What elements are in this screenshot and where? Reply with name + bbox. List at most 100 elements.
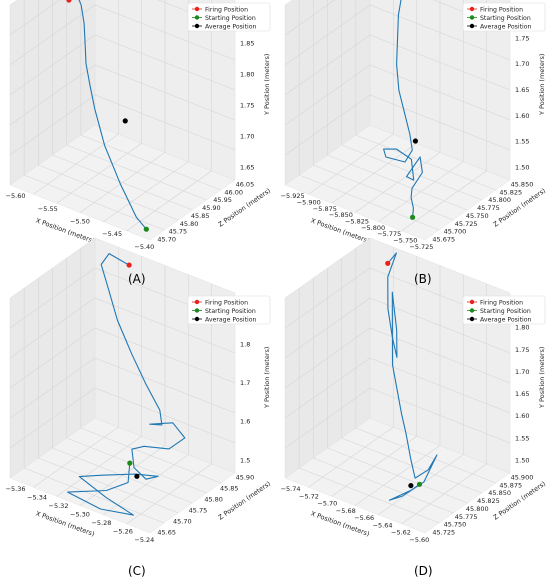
y-tick-label: 1.65 (240, 163, 254, 171)
grid-line (284, 297, 511, 359)
legend-entry: Starting Position (480, 308, 531, 315)
grid-line (284, 4, 511, 66)
grid-line (355, 134, 496, 191)
firing-position-marker (66, 0, 72, 3)
z-tick-label: 45.90 (202, 204, 221, 212)
z-tick-label: 45.80 (204, 495, 223, 503)
legend-marker (469, 308, 475, 313)
grid-line (33, 0, 119, 195)
legend-entry: Average Position (205, 316, 257, 323)
legend-entry: Starting Position (205, 308, 256, 315)
y-tick-label: 1.75 (240, 101, 254, 109)
y-tick-label: 1.60 (515, 412, 529, 420)
legend-entry: Firing Position (205, 6, 248, 13)
z-tick-label: 45.65 (157, 529, 176, 537)
y-tick-label: 1.75 (515, 34, 529, 42)
panel-label: (B) (414, 272, 432, 286)
legend-marker (194, 6, 200, 12)
z-tick-label: 45.825 (499, 188, 522, 196)
x-tick-label: −5.36 (6, 485, 26, 493)
z-tick-label: 46.00 (224, 188, 243, 196)
x-tick-label: −5.74 (281, 485, 301, 493)
x-tick-label: −5.26 (113, 527, 133, 535)
starting-position-marker (127, 460, 133, 466)
z-tick-label: 45.800 (488, 196, 511, 204)
legend-marker (194, 308, 200, 313)
x-tick-label: −5.925 (281, 192, 305, 200)
z-tick-label: 45.700 (444, 228, 467, 236)
y-tick-label: 1.80 (515, 324, 529, 332)
grid-line (308, 0, 394, 195)
y-tick-label: 1.60 (515, 112, 529, 120)
grid-line (284, 327, 511, 389)
panel-b: −5.925−5.900−5.875−5.850−5.825−5.800−5.7… (281, 0, 547, 251)
legend-marker (194, 299, 200, 305)
legend-marker (194, 15, 200, 20)
y-tick-label: 1.7 (240, 379, 250, 387)
y-tick-label: 1.70 (240, 132, 254, 140)
x-tick-label: −5.900 (297, 199, 321, 207)
y-tick-label: 1.6 (240, 418, 250, 426)
y-tick-label: 1.50 (515, 163, 529, 171)
grid-line (33, 247, 119, 488)
grid-line (80, 427, 221, 484)
x-tick-label: −5.28 (91, 519, 111, 527)
x-tick-label: −5.55 (38, 205, 58, 213)
legend-entry: Starting Position (480, 15, 531, 22)
trajectory-line (383, 0, 423, 218)
x-tick-label: −5.875 (313, 205, 337, 213)
grid-line (355, 427, 496, 484)
z-tick-label: 45.775 (477, 204, 500, 212)
grid-line (284, 357, 511, 419)
legend-entry: Firing Position (480, 299, 523, 306)
z-tick-label: 45.725 (432, 529, 455, 537)
x-tick-label: −5.775 (377, 230, 401, 238)
y-tick-label: 1.70 (515, 368, 529, 376)
grid-line (9, 357, 236, 419)
panel-label: (A) (128, 272, 146, 286)
legend-marker (469, 316, 475, 322)
legend-entry: Firing Position (205, 299, 248, 306)
z-tick-label: 45.900 (511, 473, 534, 481)
panel-label: (C) (128, 564, 146, 578)
x-tick-label: −5.72 (299, 492, 319, 500)
grid-line (308, 247, 394, 488)
y-axis-label: Y Position (meters) (263, 347, 271, 409)
x-tick-label: −5.750 (393, 236, 417, 244)
z-tick-label: 46.05 (236, 180, 255, 188)
y-tick-label: 1.50 (515, 456, 529, 464)
x-tick-label: −5.725 (409, 243, 433, 251)
x-tick-label: −5.30 (70, 511, 90, 519)
z-tick-label: 45.725 (455, 220, 478, 228)
x-tick-label: −5.40 (134, 243, 154, 251)
y-tick-label: 1.55 (515, 138, 529, 146)
y-tick-label: 1.5 (240, 456, 250, 464)
legend-entry: Average Position (480, 23, 532, 30)
z-tick-label: 45.75 (169, 228, 188, 236)
legend-entry: Average Position (480, 316, 532, 323)
z-tick-label: 45.85 (220, 484, 239, 492)
x-tick-label: −5.50 (70, 218, 90, 226)
z-tick-label: 45.95 (213, 196, 232, 204)
z-tick-label: 45.70 (157, 236, 176, 244)
x-tick-label: −5.62 (391, 529, 411, 537)
z-tick-label: 45.775 (455, 513, 478, 521)
x-tick-label: −5.66 (354, 514, 374, 522)
legend: Firing Position Starting PositionAverage … (462, 2, 546, 32)
y-tick-label: 1.75 (515, 346, 529, 354)
z-tick-label: 45.70 (173, 518, 192, 526)
grid-line (9, 34, 236, 96)
panel-label: (D) (414, 564, 433, 578)
y-tick-label: 1.80 (240, 71, 254, 79)
trajectory-line (67, 253, 186, 516)
average-position-marker (412, 138, 419, 144)
legend: Firing Position Starting PositionAverage … (187, 2, 271, 32)
y-tick-label: 1.65 (515, 390, 529, 398)
y-tick-label: 1.65 (515, 86, 529, 94)
trajectory-line (387, 252, 438, 501)
x-tick-label: −5.60 (409, 536, 429, 544)
x-tick-label: −5.34 (27, 494, 47, 502)
y-tick-label: 1.55 (515, 434, 529, 442)
grid-line (9, 4, 236, 66)
legend-entry: Starting Position (205, 15, 256, 22)
